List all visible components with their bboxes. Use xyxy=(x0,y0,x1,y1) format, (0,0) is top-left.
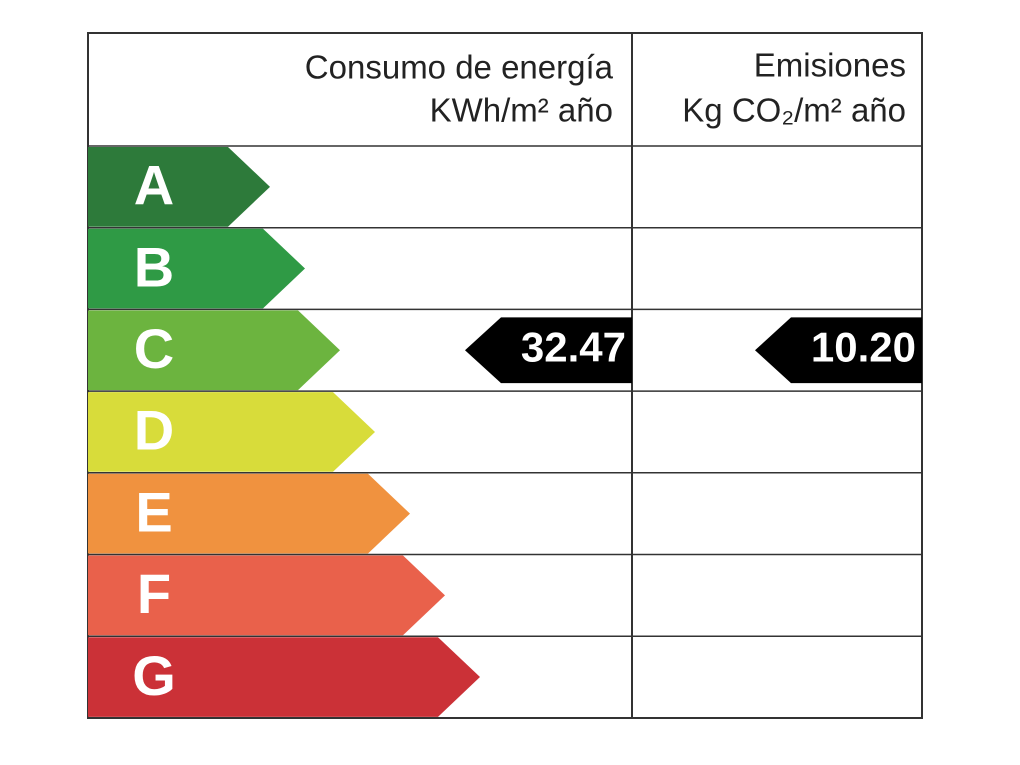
class-letter: D xyxy=(134,399,174,462)
class-arrow xyxy=(88,228,305,309)
energy-unit: KWh/m² año xyxy=(430,92,613,129)
energy-title: Consumo de energía xyxy=(305,49,614,86)
rating-arrow xyxy=(465,317,632,384)
emissions-unit: Kg CO₂/m² año xyxy=(682,92,906,129)
rating-value: 32.47 xyxy=(521,323,626,370)
class-arrow xyxy=(88,310,340,391)
class-letter: A xyxy=(134,154,174,217)
class-letter: B xyxy=(134,235,174,298)
class-letter: F xyxy=(137,562,171,625)
class-arrow xyxy=(88,473,410,554)
class-letter: E xyxy=(135,480,172,543)
class-arrow xyxy=(88,147,270,227)
class-arrow xyxy=(88,392,375,472)
emissions-title: Emisiones xyxy=(754,47,906,84)
rating-arrow xyxy=(755,317,922,384)
class-letter: G xyxy=(132,644,176,707)
class-arrow xyxy=(88,637,480,717)
class-arrow xyxy=(88,555,445,636)
class-letter: C xyxy=(134,317,174,380)
rating-value: 10.20 xyxy=(811,323,916,370)
